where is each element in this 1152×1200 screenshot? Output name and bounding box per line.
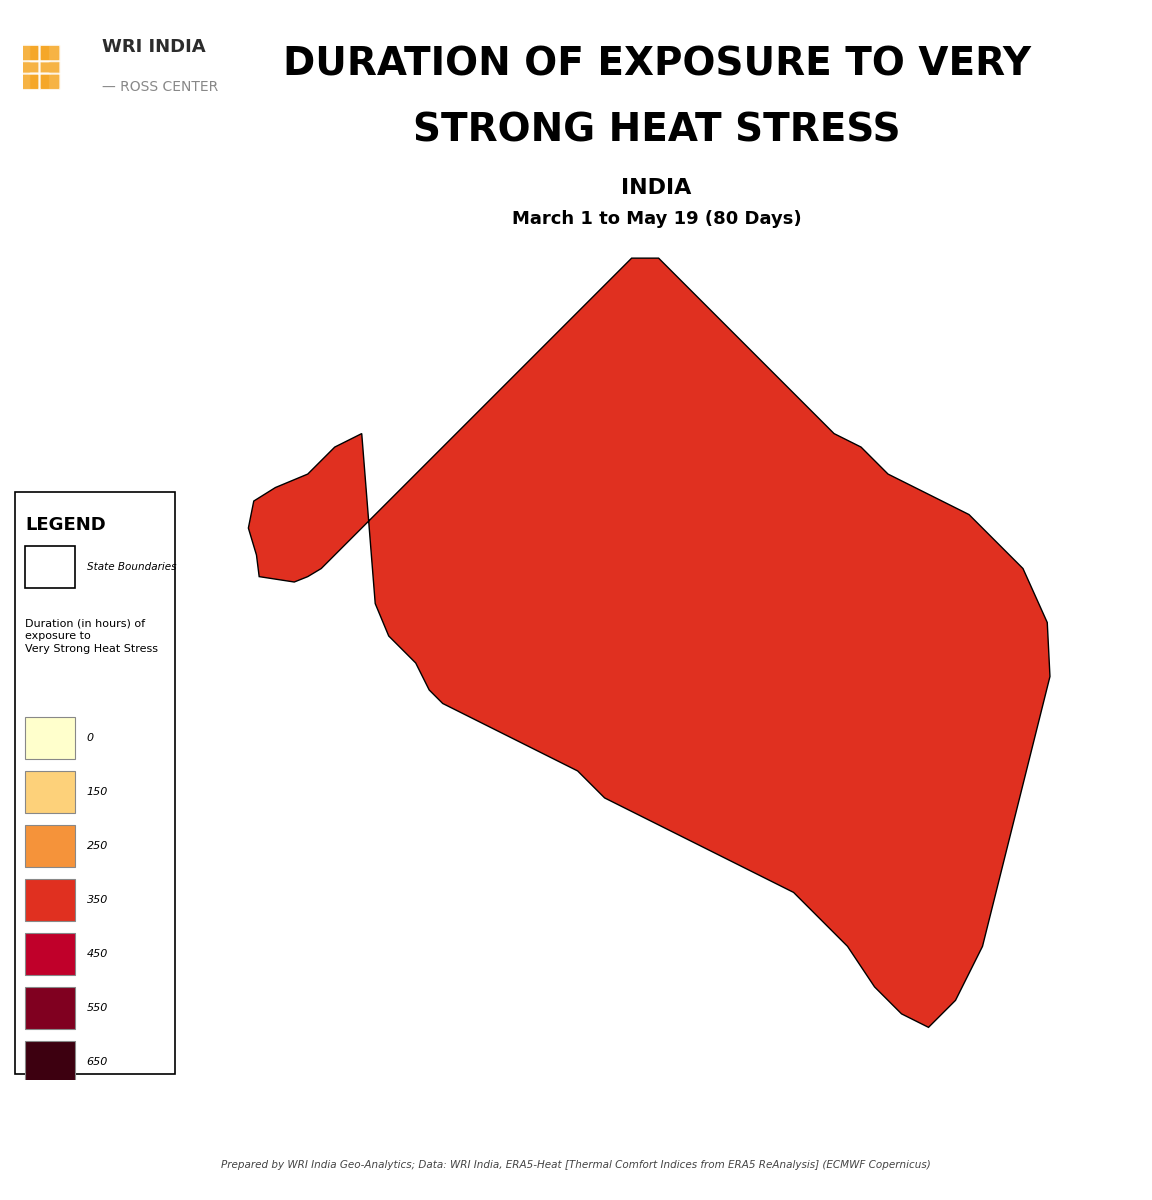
FancyBboxPatch shape xyxy=(25,986,75,1028)
FancyBboxPatch shape xyxy=(39,44,60,61)
FancyBboxPatch shape xyxy=(25,1042,75,1084)
Polygon shape xyxy=(249,258,1049,1027)
Text: State Boundaries: State Boundaries xyxy=(86,562,176,572)
Text: WRI INDIA: WRI INDIA xyxy=(101,37,205,55)
FancyBboxPatch shape xyxy=(39,73,60,90)
FancyBboxPatch shape xyxy=(25,546,75,588)
Text: LEGEND: LEGEND xyxy=(25,516,106,534)
FancyBboxPatch shape xyxy=(29,73,50,90)
Text: 150: 150 xyxy=(86,787,108,797)
Text: DURATION OF EXPOSURE TO VERY: DURATION OF EXPOSURE TO VERY xyxy=(282,46,1031,84)
FancyBboxPatch shape xyxy=(25,716,75,760)
Text: Duration (in hours) of
exposure to
Very Strong Heat Stress: Duration (in hours) of exposure to Very … xyxy=(25,618,158,654)
FancyBboxPatch shape xyxy=(39,59,60,76)
FancyBboxPatch shape xyxy=(25,826,75,866)
Text: 350: 350 xyxy=(86,895,108,905)
Text: 0: 0 xyxy=(86,733,93,743)
FancyBboxPatch shape xyxy=(18,59,39,76)
FancyBboxPatch shape xyxy=(25,772,75,814)
FancyBboxPatch shape xyxy=(25,934,75,974)
FancyBboxPatch shape xyxy=(25,878,75,922)
Text: Prepared by WRI India Geo-Analytics; Data: WRI India, ERA5-Heat [Thermal Comfort: Prepared by WRI India Geo-Analytics; Dat… xyxy=(221,1160,931,1170)
Text: March 1 to May 19 (80 Days): March 1 to May 19 (80 Days) xyxy=(511,210,802,228)
FancyBboxPatch shape xyxy=(29,44,50,61)
Text: 550: 550 xyxy=(86,1003,108,1013)
Text: 450: 450 xyxy=(86,949,108,959)
Text: 250: 250 xyxy=(86,841,108,851)
FancyBboxPatch shape xyxy=(18,44,39,61)
Text: INDIA: INDIA xyxy=(621,178,692,198)
Text: STRONG HEAT STRESS: STRONG HEAT STRESS xyxy=(412,112,901,150)
FancyBboxPatch shape xyxy=(18,73,39,90)
FancyBboxPatch shape xyxy=(15,492,175,1074)
Text: 650: 650 xyxy=(86,1057,108,1067)
Text: — ROSS CENTER: — ROSS CENTER xyxy=(101,80,218,94)
